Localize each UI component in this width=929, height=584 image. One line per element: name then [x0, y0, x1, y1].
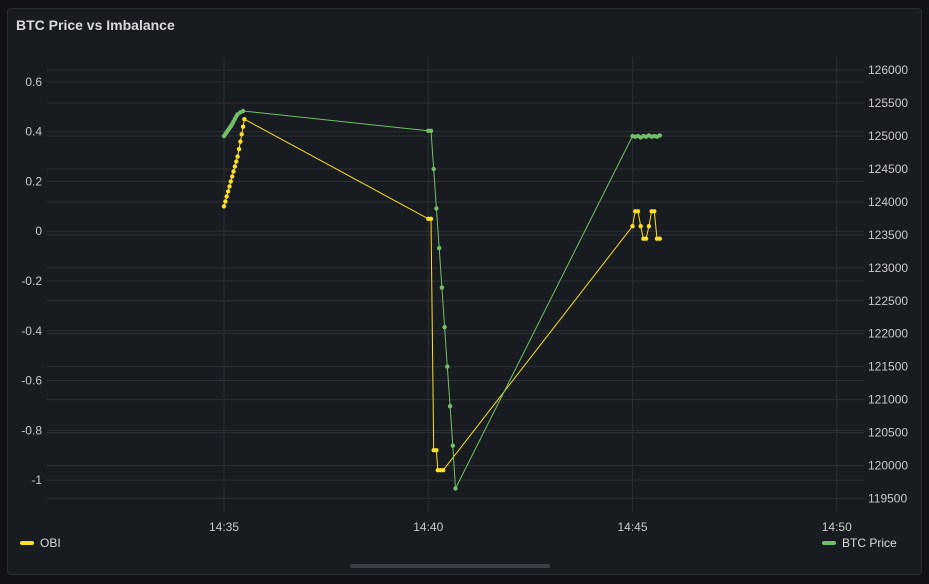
legend-obi-swatch	[20, 541, 34, 545]
y-right-tick-label: 121000	[868, 393, 908, 407]
obi-data-point	[657, 236, 662, 241]
x-tick-label: 14:50	[822, 520, 852, 534]
btc-price-data-point	[453, 486, 458, 491]
btc-price-data-point	[428, 128, 434, 133]
obi-data-point	[240, 124, 246, 129]
btc-price-series-line	[223, 110, 661, 489]
obi-data-point	[434, 448, 439, 453]
y-right-tick-label: 122500	[868, 294, 908, 308]
y-left-tick-label: 0.2	[25, 174, 42, 188]
legend-obi-label: OBI	[40, 536, 61, 550]
legend-obi[interactable]: OBI	[20, 536, 61, 550]
obi-data-point	[646, 224, 652, 229]
y-left-tick-label: -1	[31, 473, 42, 487]
y-right-tick-label: 123500	[868, 228, 908, 242]
obi-data-point	[239, 132, 244, 137]
btc-price-data-point	[240, 108, 246, 114]
btc-price-data-point	[437, 245, 442, 251]
y-right-tick-label: 125500	[868, 96, 908, 110]
y-left-tick-label: -0.6	[21, 374, 42, 388]
obi-data-point	[652, 209, 657, 214]
y-left-tick-label: 0.6	[25, 75, 42, 89]
y-left-tick-label: 0.4	[25, 125, 42, 139]
obi-data-point	[232, 164, 238, 169]
obi-data-point	[230, 174, 235, 179]
btc-price-data-point	[445, 364, 450, 369]
y-right-tick-label: 119500	[868, 491, 907, 505]
btc-price-data-point	[442, 324, 447, 330]
x-tick-label: 14:40	[413, 520, 443, 534]
y-right-tick-label: 122000	[868, 327, 908, 341]
obi-data-point	[223, 199, 228, 204]
y-right-tick-label: 120500	[868, 426, 908, 440]
obi-data-point	[231, 169, 236, 174]
btc-price-data-point	[439, 285, 445, 290]
legend-btc-price-label: BTC Price	[842, 536, 897, 550]
btc-price-data-point	[431, 166, 436, 172]
btc-price-data-point	[447, 404, 453, 409]
y-right-tick-label: 126000	[868, 63, 908, 77]
btc-price-data-point	[657, 133, 662, 138]
obi-data-point	[234, 159, 239, 164]
y-right-tick-label: 123000	[868, 261, 908, 275]
obi-data-point	[441, 468, 446, 473]
obi-data-point	[630, 224, 635, 229]
y-right-tick-label: 124500	[868, 162, 908, 176]
obi-data-point	[228, 179, 233, 184]
legend-btc-price[interactable]: BTC Price	[822, 536, 897, 550]
btc-price-data-point	[450, 443, 455, 448]
obi-data-point	[235, 154, 240, 159]
obi-data-point	[635, 209, 641, 214]
obi-data-point	[221, 204, 227, 209]
obi-data-point	[638, 224, 643, 229]
x-tick-label: 14:45	[618, 520, 648, 534]
horizontal-scrollbar[interactable]	[350, 564, 550, 568]
obi-data-point	[643, 236, 649, 241]
y-left-tick-label: -0.8	[21, 423, 42, 437]
obi-data-point	[428, 216, 434, 221]
y-right-tick-label: 121500	[868, 360, 908, 374]
y-left-tick-label: 0	[35, 224, 42, 238]
x-tick-label: 14:35	[209, 520, 239, 534]
obi-data-point	[242, 117, 247, 122]
y-right-tick-label: 125000	[868, 129, 908, 143]
obi-data-point	[225, 189, 231, 194]
y-right-tick-label: 120000	[868, 458, 908, 472]
y-left-tick-label: -0.4	[21, 324, 42, 338]
obi-data-point	[236, 146, 242, 152]
obi-data-point	[224, 194, 229, 199]
panel-title[interactable]: BTC Price vs Imbalance	[16, 17, 175, 33]
y-left-tick-label: -0.2	[21, 274, 42, 288]
obi-data-point	[238, 139, 243, 144]
obi-data-point	[227, 184, 232, 189]
y-right-tick-label: 124000	[868, 195, 908, 209]
legend-btc-price-swatch	[822, 541, 836, 545]
btc-price-data-point	[434, 206, 439, 211]
